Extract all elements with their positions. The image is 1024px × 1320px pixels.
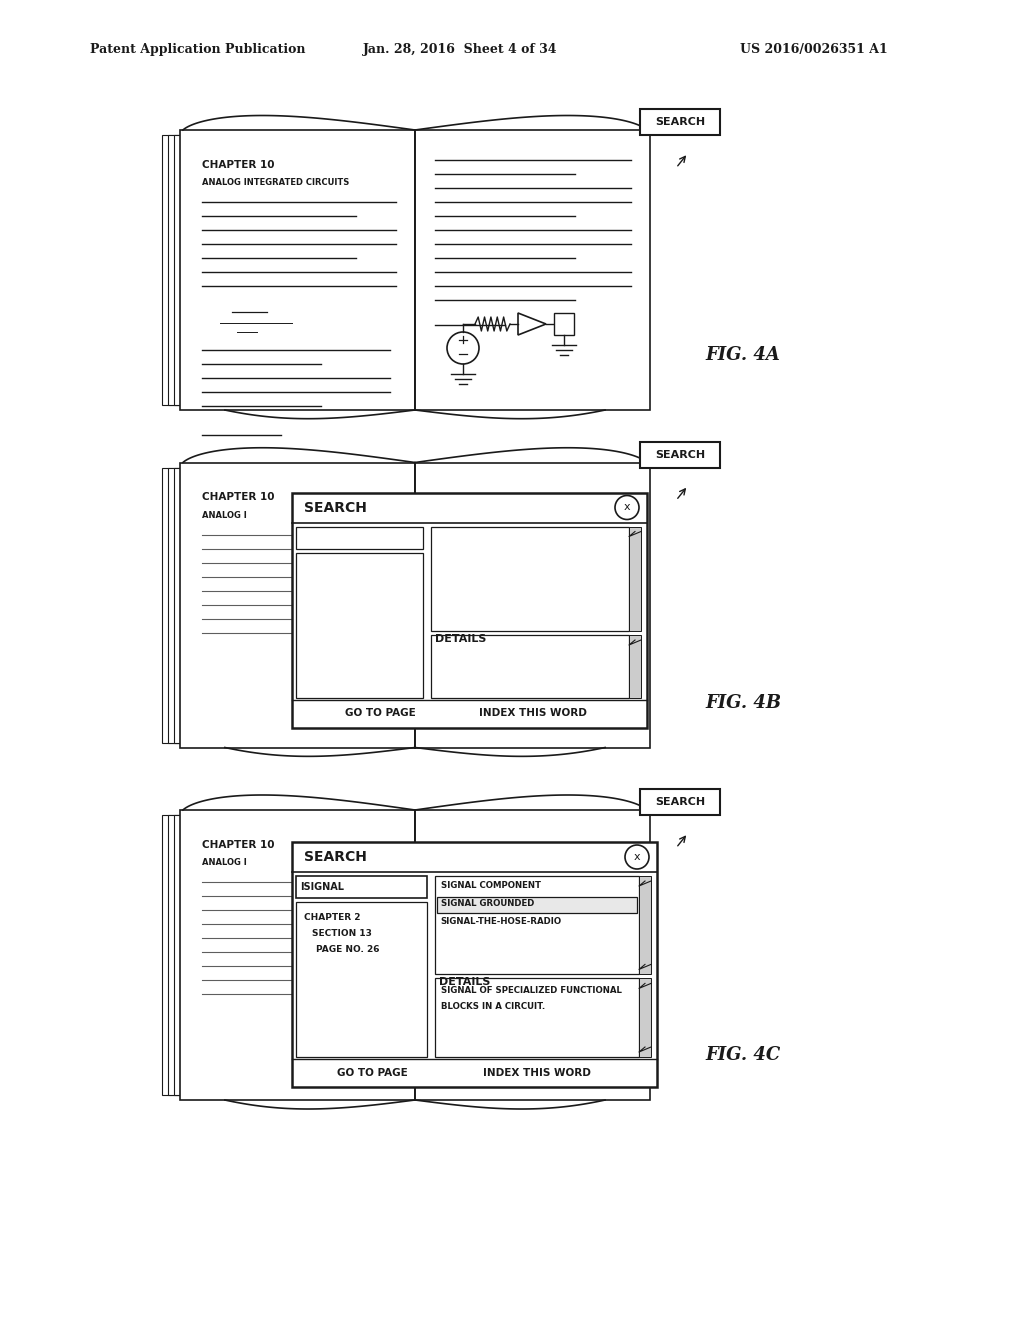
Text: x: x — [634, 851, 640, 862]
Bar — [292, 492, 647, 727]
Text: Patent Application Publication: Patent Application Publication — [90, 44, 305, 57]
Text: Jan. 28, 2016  Sheet 4 of 34: Jan. 28, 2016 Sheet 4 of 34 — [362, 44, 557, 57]
Bar — [296, 876, 427, 898]
Text: BLOCKS IN A CIRCUIT.: BLOCKS IN A CIRCUIT. — [440, 1002, 545, 1011]
Bar — [168, 135, 415, 405]
Text: DETAILS: DETAILS — [435, 634, 486, 644]
Text: INDEX THIS WORD: INDEX THIS WORD — [479, 709, 588, 718]
Bar — [162, 135, 415, 405]
Text: SIGNAL OF SPECIALIZED FUNCTIONAL: SIGNAL OF SPECIALIZED FUNCTIONAL — [440, 986, 622, 995]
Text: SEARCH: SEARCH — [655, 450, 706, 459]
Bar — [296, 553, 423, 697]
Bar — [431, 635, 629, 697]
Text: FIG. 4A: FIG. 4A — [705, 346, 780, 364]
Text: PAGE NO. 26: PAGE NO. 26 — [316, 945, 380, 954]
Bar — [436, 898, 637, 913]
Text: DETAILS: DETAILS — [438, 977, 490, 987]
Text: SIGNAL-THE-HOSE-RADIO: SIGNAL-THE-HOSE-RADIO — [440, 917, 562, 927]
Bar — [162, 814, 415, 1096]
Bar — [639, 978, 651, 1057]
Text: CHAPTER 10: CHAPTER 10 — [202, 160, 274, 170]
Bar — [174, 467, 415, 742]
Text: ANALOG I: ANALOG I — [202, 511, 247, 520]
Bar — [640, 789, 720, 814]
Bar — [431, 527, 629, 631]
Text: US 2016/0026351 A1: US 2016/0026351 A1 — [740, 44, 888, 57]
Text: ANALOG INTEGRATED CIRCUITS: ANALOG INTEGRATED CIRCUITS — [202, 178, 349, 187]
Bar — [629, 635, 641, 697]
Bar — [168, 814, 415, 1096]
Bar — [168, 467, 415, 742]
Bar — [640, 441, 720, 467]
Bar — [435, 876, 639, 974]
Bar — [629, 527, 641, 631]
Text: CHAPTER 10: CHAPTER 10 — [202, 492, 274, 503]
Bar — [296, 902, 427, 1057]
Bar — [554, 313, 574, 335]
Text: SIGNAL GROUNDED: SIGNAL GROUNDED — [440, 899, 535, 908]
Bar — [415, 462, 650, 747]
Text: GO TO PAGE: GO TO PAGE — [337, 1068, 408, 1078]
Bar — [180, 129, 415, 411]
Bar — [415, 810, 650, 1100]
Bar — [174, 814, 415, 1096]
Text: SEARCH: SEARCH — [655, 797, 706, 807]
Bar — [180, 462, 415, 747]
Text: SEARCH: SEARCH — [304, 500, 367, 515]
Bar — [292, 842, 657, 1086]
Bar — [640, 110, 720, 135]
Text: FIG. 4C: FIG. 4C — [705, 1045, 780, 1064]
Bar — [639, 876, 651, 974]
Bar — [435, 978, 639, 1057]
Text: SIGNAL COMPONENT: SIGNAL COMPONENT — [440, 882, 541, 891]
Text: CHAPTER 10: CHAPTER 10 — [202, 840, 274, 850]
Bar — [296, 527, 423, 549]
Text: INDEX THIS WORD: INDEX THIS WORD — [482, 1068, 591, 1078]
Text: GO TO PAGE: GO TO PAGE — [345, 709, 416, 718]
Text: CHAPTER 2: CHAPTER 2 — [304, 913, 360, 923]
Text: FIG. 4B: FIG. 4B — [705, 693, 781, 711]
Text: SECTION 13: SECTION 13 — [312, 929, 372, 939]
Text: x: x — [624, 503, 631, 512]
Text: SEARCH: SEARCH — [304, 850, 367, 865]
Bar — [162, 467, 415, 742]
Text: ANALOG I: ANALOG I — [202, 858, 247, 867]
Text: ISIGNAL: ISIGNAL — [300, 882, 344, 892]
Text: SEARCH: SEARCH — [655, 117, 706, 127]
Bar — [180, 810, 415, 1100]
Bar — [174, 135, 415, 405]
Bar — [415, 129, 650, 411]
